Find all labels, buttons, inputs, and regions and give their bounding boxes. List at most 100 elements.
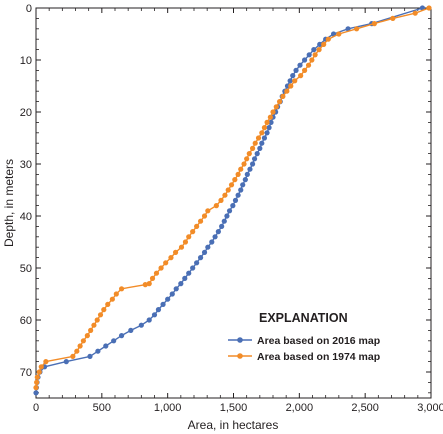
data-point <box>228 182 235 188</box>
data-point <box>311 47 317 53</box>
data-point <box>287 78 293 84</box>
data-point <box>118 333 125 339</box>
data-point <box>297 62 303 68</box>
legend: EXPLANATION Area based on 2016 map Area … <box>228 311 380 363</box>
y-tick-label: 40 <box>20 211 32 223</box>
data-point <box>205 244 211 250</box>
data-point <box>221 218 227 224</box>
data-point <box>88 327 94 333</box>
legend-title: EXPLANATION <box>259 311 348 325</box>
data-point <box>84 333 90 339</box>
data-point <box>316 47 322 53</box>
data-point <box>158 265 164 271</box>
data-point <box>212 234 218 240</box>
data-point <box>268 119 274 125</box>
data-point <box>153 270 160 276</box>
y-tick-label: 0 <box>26 3 32 15</box>
series-line <box>35 7 430 388</box>
data-point <box>238 187 244 193</box>
legend-label-2016: Area based on 2016 map <box>257 335 380 347</box>
data-point <box>273 104 279 110</box>
x-tick-label: 2,500 <box>351 402 379 414</box>
data-point <box>77 343 83 349</box>
data-point <box>146 317 152 323</box>
data-point <box>103 343 109 349</box>
y-axis-title: Depth, in meters <box>2 159 16 247</box>
data-point <box>284 88 290 94</box>
data-point <box>63 359 69 365</box>
data-point <box>186 234 192 240</box>
data-point <box>312 52 318 58</box>
data-point <box>426 5 432 11</box>
data-point <box>194 260 200 266</box>
data-point <box>36 369 42 375</box>
data-point <box>264 119 270 125</box>
x-tick-label: 0 <box>33 402 39 414</box>
data-point <box>197 255 204 261</box>
data-point <box>142 282 148 288</box>
data-point <box>178 281 184 287</box>
data-point <box>244 171 250 177</box>
data-point <box>238 166 244 172</box>
data-point <box>317 41 323 48</box>
legend-marker-2016 <box>237 337 243 343</box>
data-point <box>94 317 100 323</box>
data-point <box>232 177 238 183</box>
data-point <box>336 31 342 37</box>
y-tick-label: 10 <box>20 55 32 67</box>
x-tick-label: 3,000 <box>417 402 443 414</box>
data-point <box>257 145 263 151</box>
data-point <box>118 286 125 292</box>
data-point <box>235 192 241 198</box>
data-point <box>259 140 265 146</box>
data-point <box>288 83 294 89</box>
data-point <box>261 125 268 131</box>
data-point <box>173 286 179 292</box>
data-point <box>254 151 260 157</box>
data-point <box>235 171 241 177</box>
data-point <box>226 208 233 214</box>
data-point <box>138 322 144 328</box>
data-point <box>182 239 189 245</box>
data-point <box>354 26 360 32</box>
data-point <box>168 255 174 261</box>
data-point <box>169 291 175 297</box>
data-point <box>255 135 262 141</box>
data-point <box>230 203 236 209</box>
data-point <box>172 249 179 255</box>
data-point <box>242 177 248 183</box>
data-point <box>38 364 44 370</box>
x-axis-title: Area, in hectares <box>188 418 279 432</box>
data-point <box>197 218 204 224</box>
data-point <box>70 353 76 359</box>
data-point <box>224 213 230 219</box>
data-point <box>276 99 283 105</box>
data-point <box>225 187 231 193</box>
data-point <box>247 166 253 172</box>
data-point <box>252 140 258 146</box>
y-tick-label: 50 <box>20 263 32 275</box>
data-point <box>113 291 119 297</box>
data-point <box>194 223 200 229</box>
data-point <box>240 182 246 188</box>
data-point <box>302 67 308 73</box>
data-point <box>182 275 188 281</box>
data-point <box>34 379 40 385</box>
data-point <box>109 296 115 302</box>
data-point <box>244 156 250 162</box>
data-point <box>246 151 252 157</box>
x-tick-label: 1,500 <box>220 402 248 414</box>
data-point <box>302 57 308 63</box>
data-point <box>213 203 219 209</box>
data-point <box>215 229 221 235</box>
data-point <box>205 208 211 214</box>
axis-ticks: 0 500 1,000 1,500 2,000 2,500 3,000 0 10 20 30 40 50… <box>20 3 443 414</box>
data-point <box>105 301 111 307</box>
data-point <box>146 281 152 287</box>
data-point <box>219 223 225 229</box>
data-point <box>218 197 224 203</box>
data-point <box>34 374 40 380</box>
data-point <box>390 15 396 21</box>
legend-marker-1974 <box>237 353 243 359</box>
